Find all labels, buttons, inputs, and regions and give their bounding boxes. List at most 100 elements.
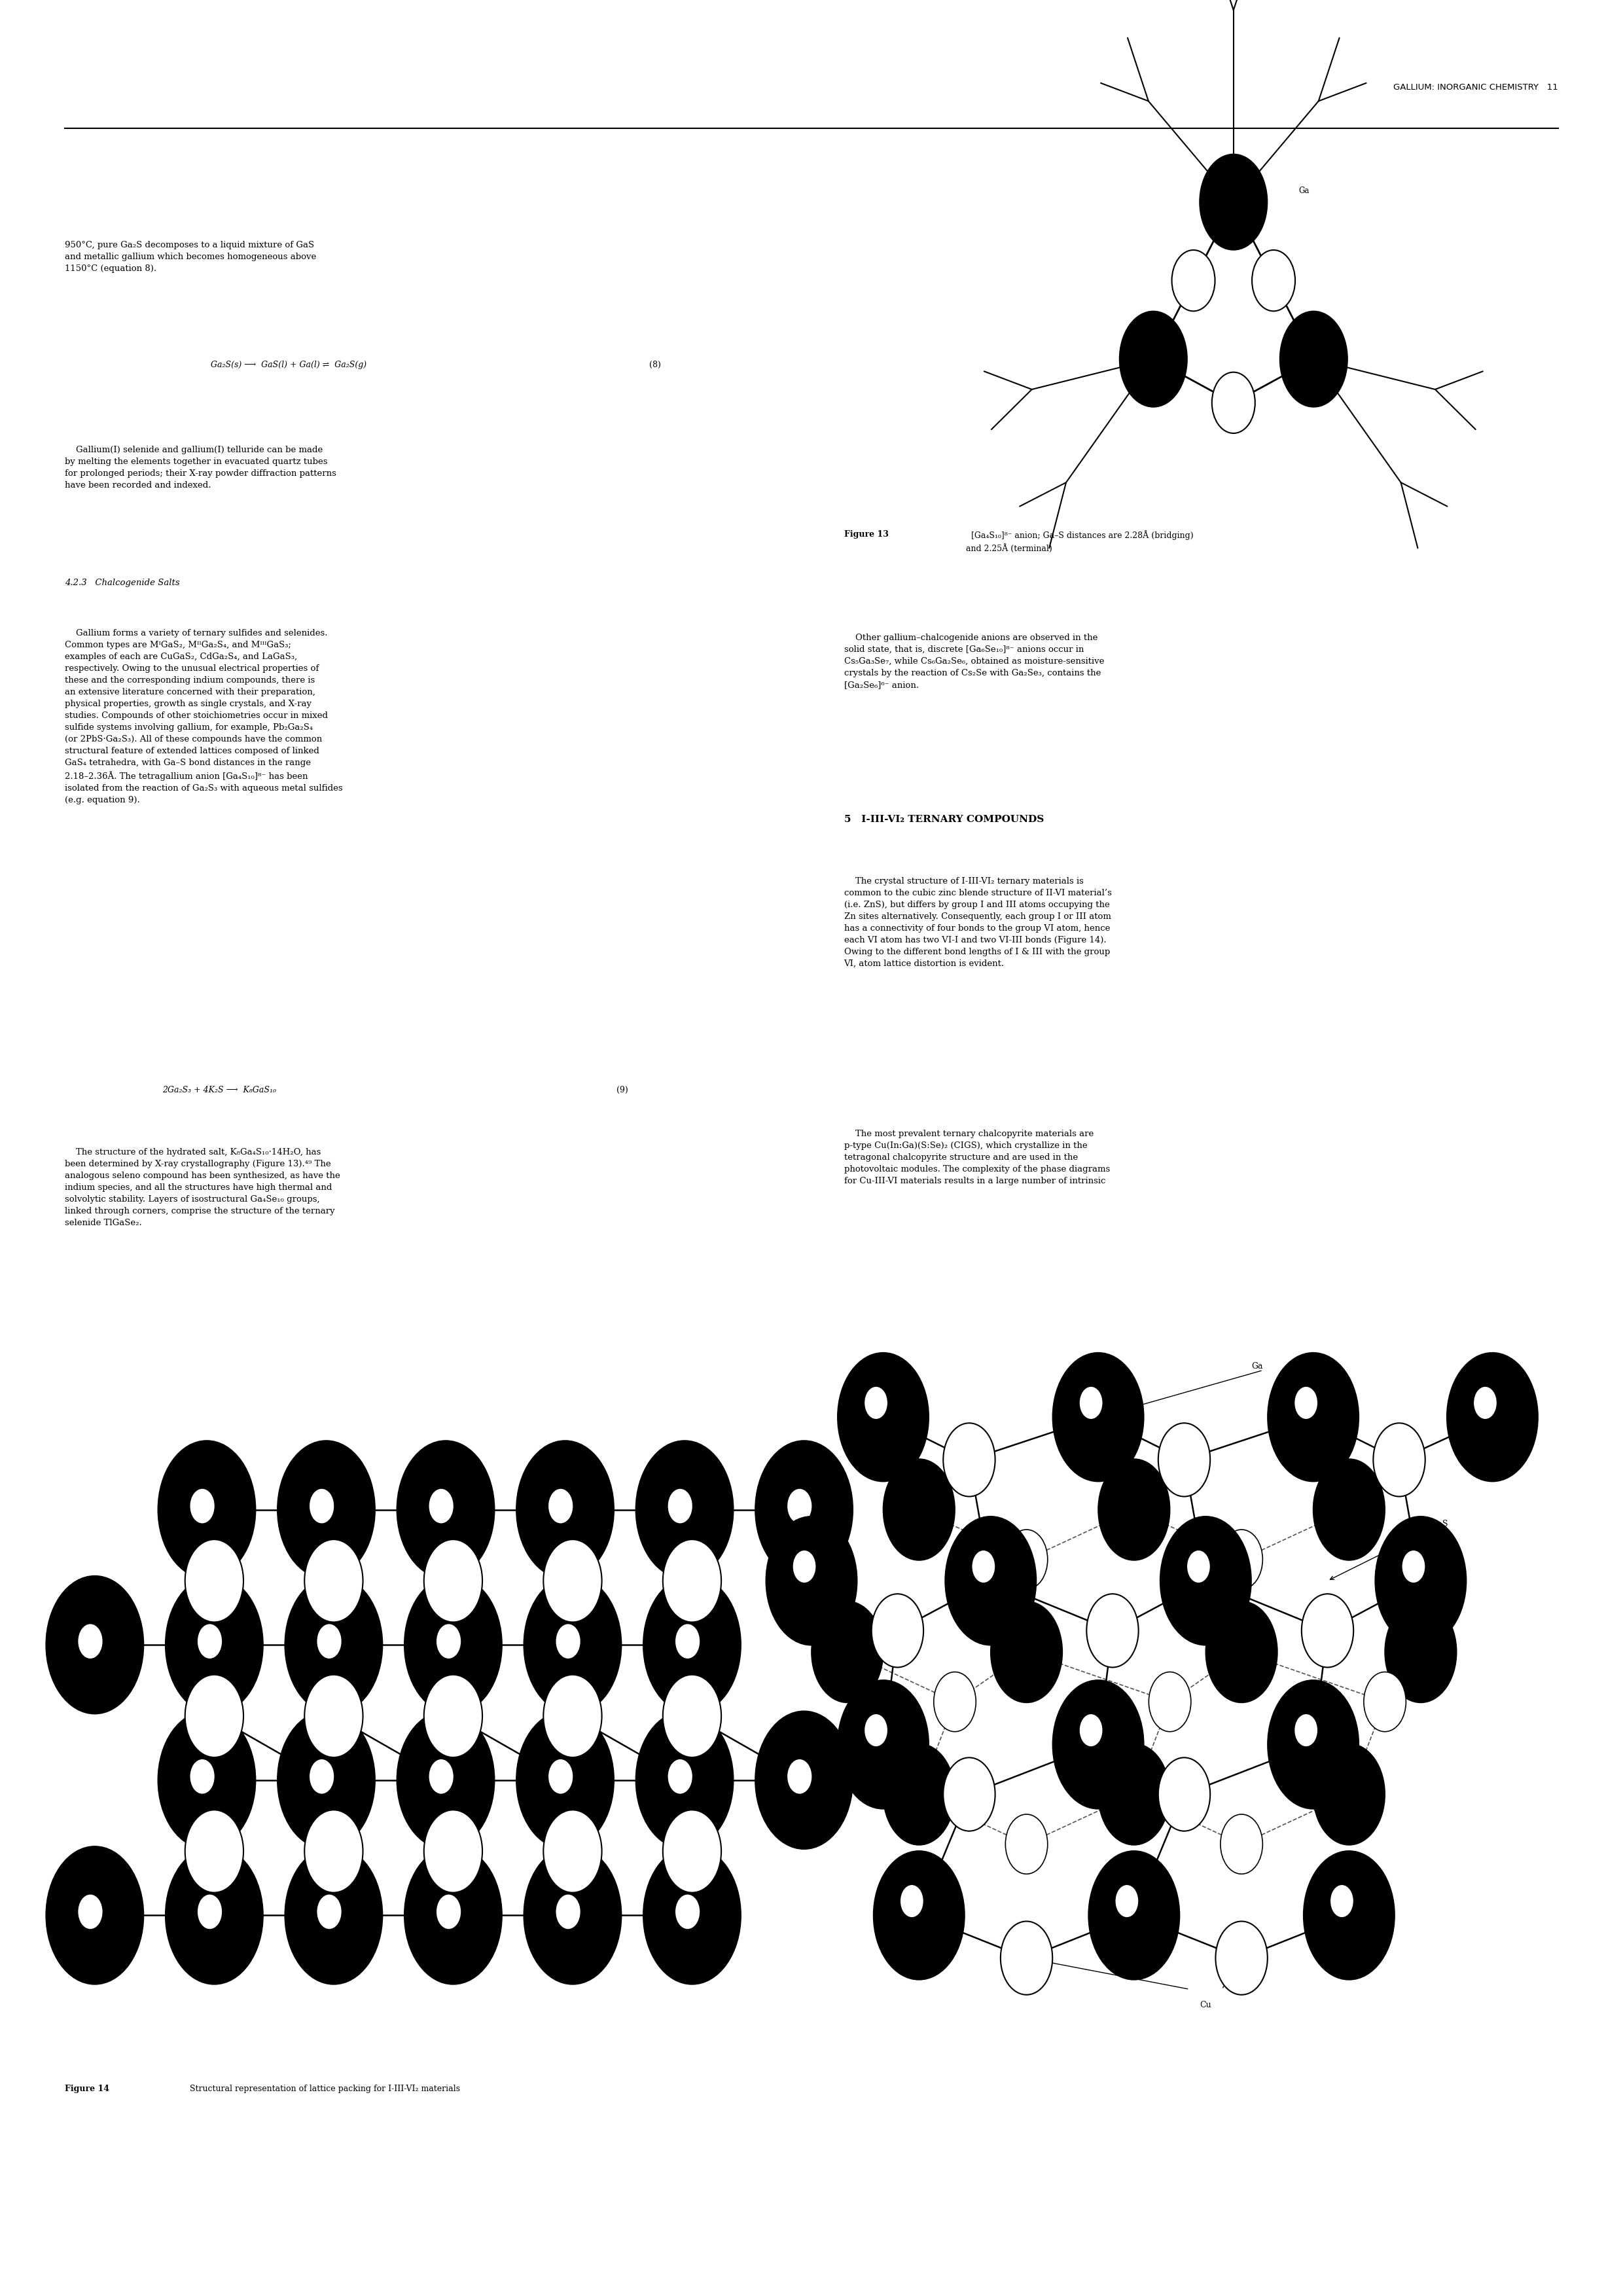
Circle shape: [78, 1894, 102, 1929]
Circle shape: [1005, 1529, 1047, 1589]
Text: (9): (9): [617, 1086, 628, 1095]
Circle shape: [972, 1550, 995, 1582]
Text: Ga: Ga: [1251, 1362, 1263, 1371]
Circle shape: [1363, 1671, 1406, 1731]
Circle shape: [404, 1575, 502, 1713]
Circle shape: [305, 1674, 364, 1756]
Circle shape: [157, 1442, 255, 1580]
Circle shape: [865, 1715, 888, 1747]
Circle shape: [1474, 1387, 1496, 1419]
Circle shape: [837, 1352, 928, 1481]
Circle shape: [1313, 1460, 1384, 1561]
Circle shape: [428, 1488, 453, 1522]
Circle shape: [544, 1538, 602, 1621]
Circle shape: [755, 1711, 852, 1848]
Circle shape: [305, 1538, 364, 1621]
Circle shape: [990, 1603, 1061, 1701]
Text: [Ga₄S₁₀]⁸⁻ anion; Ga–S distances are 2.28Å (bridging)
and 2.25Å (terminal): [Ga₄S₁₀]⁸⁻ anion; Ga–S distances are 2.2…: [966, 530, 1193, 553]
Circle shape: [643, 1575, 740, 1713]
Circle shape: [662, 1674, 721, 1756]
Circle shape: [1115, 1885, 1138, 1917]
Circle shape: [398, 1711, 495, 1848]
Circle shape: [787, 1488, 812, 1522]
Circle shape: [933, 1671, 975, 1731]
Circle shape: [198, 1623, 222, 1658]
Circle shape: [524, 1846, 622, 1984]
Circle shape: [812, 1603, 883, 1701]
Circle shape: [662, 1809, 721, 1892]
Circle shape: [524, 1575, 622, 1713]
Circle shape: [1160, 1518, 1251, 1644]
Circle shape: [1079, 1387, 1102, 1419]
Circle shape: [278, 1711, 375, 1848]
Circle shape: [636, 1442, 734, 1580]
Circle shape: [398, 1442, 495, 1580]
Circle shape: [1053, 1681, 1144, 1809]
Circle shape: [766, 1518, 857, 1644]
Circle shape: [872, 1593, 923, 1667]
Circle shape: [1375, 1518, 1466, 1644]
Circle shape: [1251, 250, 1295, 310]
Circle shape: [516, 1442, 613, 1580]
Circle shape: [636, 1711, 734, 1848]
Circle shape: [316, 1894, 341, 1929]
Circle shape: [1212, 372, 1255, 434]
Circle shape: [1220, 1814, 1263, 1874]
Circle shape: [1199, 154, 1268, 250]
Circle shape: [557, 1894, 581, 1929]
Text: Gallium(I) selenide and gallium(I) telluride can be made
by melting the elements: Gallium(I) selenide and gallium(I) tellu…: [65, 445, 336, 489]
Circle shape: [166, 1846, 263, 1984]
Circle shape: [1120, 310, 1188, 406]
Circle shape: [945, 1518, 1035, 1644]
Circle shape: [286, 1575, 383, 1713]
Circle shape: [883, 1460, 954, 1561]
Circle shape: [310, 1759, 334, 1793]
Circle shape: [755, 1442, 852, 1580]
Circle shape: [557, 1623, 581, 1658]
Circle shape: [424, 1674, 482, 1756]
Circle shape: [1005, 1814, 1047, 1874]
Circle shape: [675, 1894, 700, 1929]
Circle shape: [794, 1550, 816, 1582]
Circle shape: [45, 1575, 143, 1713]
Circle shape: [185, 1538, 243, 1621]
Circle shape: [424, 1538, 482, 1621]
Circle shape: [837, 1681, 928, 1809]
Circle shape: [787, 1759, 812, 1793]
Circle shape: [424, 1809, 482, 1892]
Text: GALLIUM: INORGANIC CHEMISTRY   11: GALLIUM: INORGANIC CHEMISTRY 11: [1393, 83, 1558, 92]
Circle shape: [190, 1759, 214, 1793]
Circle shape: [1000, 1922, 1052, 1995]
Circle shape: [662, 1538, 721, 1621]
Circle shape: [544, 1809, 602, 1892]
Text: Other gallium–chalcogenide anions are observed in the
solid state, that is, disc: Other gallium–chalcogenide anions are ob…: [844, 634, 1104, 689]
Circle shape: [404, 1846, 502, 1984]
Circle shape: [166, 1575, 263, 1713]
Circle shape: [1384, 1603, 1456, 1701]
Circle shape: [157, 1711, 255, 1848]
Circle shape: [198, 1894, 222, 1929]
Circle shape: [549, 1488, 573, 1522]
Circle shape: [1172, 250, 1216, 310]
Text: 4.2.3   Chalcogenide Salts: 4.2.3 Chalcogenide Salts: [65, 579, 180, 588]
Circle shape: [669, 1488, 693, 1522]
Circle shape: [1089, 1851, 1180, 1979]
Circle shape: [310, 1488, 334, 1522]
Circle shape: [316, 1623, 341, 1658]
Circle shape: [1206, 1603, 1277, 1701]
Circle shape: [185, 1809, 243, 1892]
Circle shape: [1313, 1745, 1384, 1846]
Circle shape: [943, 1759, 995, 1832]
Circle shape: [1279, 310, 1347, 406]
Circle shape: [1216, 1922, 1268, 1995]
Circle shape: [1268, 1681, 1358, 1809]
Circle shape: [1099, 1745, 1170, 1846]
Circle shape: [437, 1623, 461, 1658]
Text: Figure 13: Figure 13: [844, 530, 888, 540]
Text: Cu: Cu: [1199, 2000, 1211, 2009]
Circle shape: [437, 1894, 461, 1929]
Circle shape: [1303, 1851, 1394, 1979]
Circle shape: [943, 1424, 995, 1497]
Circle shape: [675, 1623, 700, 1658]
Circle shape: [1302, 1593, 1354, 1667]
